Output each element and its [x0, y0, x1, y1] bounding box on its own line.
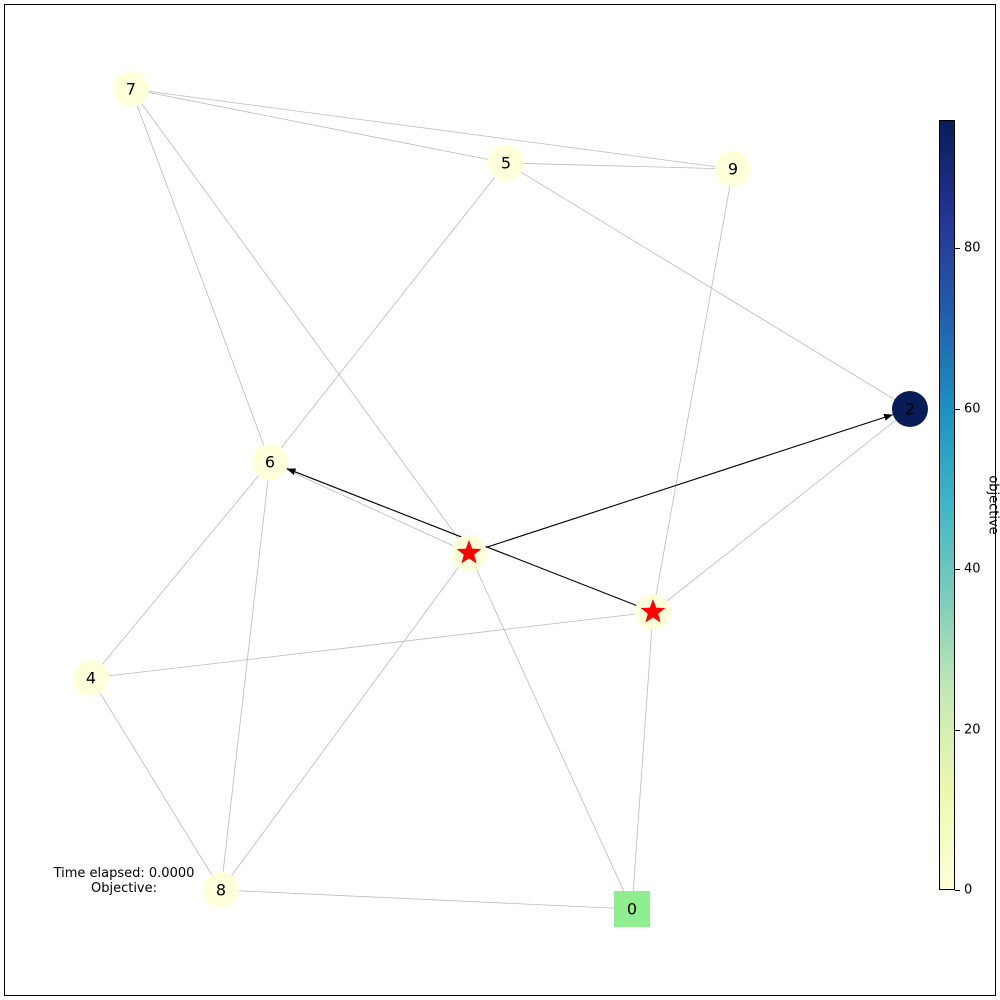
edge-1-8: [220, 552, 470, 891]
time-elapsed-text: Time elapsed: 0.0000: [53, 866, 195, 881]
colorbar-tick: [955, 729, 960, 731]
edge-8-0: [220, 889, 633, 910]
edge-5-9: [505, 162, 734, 170]
node-label: 5: [501, 154, 511, 173]
edge-7-1: [130, 88, 470, 554]
node-7-marker: [113, 71, 149, 107]
node-0: 0: [614, 891, 650, 927]
star-icon: [640, 599, 666, 623]
edge-6-4: [90, 461, 271, 679]
edge-3-2: [652, 408, 911, 613]
edge-7-6: [130, 88, 271, 463]
edges-layer: [90, 88, 911, 910]
edge-5-2: [505, 162, 911, 410]
node-0-marker: [614, 891, 650, 927]
node-8-marker: [203, 872, 239, 908]
edge-6-1: [269, 461, 470, 554]
node-2: 2: [892, 391, 928, 427]
node-label: 9: [728, 160, 738, 179]
edge-1-0: [468, 552, 633, 910]
colorbar: [939, 120, 955, 890]
colorbar-tick-label: 80: [964, 240, 981, 256]
edge-4-8: [90, 677, 222, 891]
path-layer: [286, 413, 894, 613]
edge-3-0: [631, 611, 654, 910]
node-4: 4: [73, 660, 109, 696]
node-5-marker: [488, 145, 524, 181]
node-9: 9: [715, 151, 751, 187]
node-label: 6: [265, 453, 275, 472]
node-8: 8: [203, 872, 239, 908]
node-label: 0: [627, 900, 637, 919]
edge-5-6: [269, 162, 507, 463]
colorbar-tick: [955, 248, 960, 250]
status-text: Time elapsed: 0.0000 Objective:: [48, 866, 200, 896]
colorbar-label: objective: [985, 475, 1000, 535]
edge-9-3: [652, 168, 734, 613]
colorbar-tick-label: 40: [964, 561, 981, 577]
node-6-marker: [252, 444, 288, 480]
node-9-marker: [715, 151, 751, 187]
node-7: 7: [113, 71, 149, 107]
star-icon: [456, 540, 482, 564]
colorbar-tick-label: 0: [964, 882, 973, 898]
edge-6-8: [220, 461, 271, 891]
node-4-marker: [73, 660, 109, 696]
colorbar-tick-label: 20: [964, 722, 981, 738]
colorbar-tick: [955, 408, 960, 410]
colorbar-tick: [955, 890, 960, 891]
node-label: 7: [126, 80, 136, 99]
node-label: 4: [86, 669, 96, 688]
colorbar-tick: [955, 569, 960, 571]
node-2-marker: [892, 391, 928, 427]
node-label: 2: [905, 400, 915, 419]
node-5: 5: [488, 145, 524, 181]
edge-7-5: [130, 88, 507, 164]
colorbar-tick-label: 60: [964, 401, 981, 417]
path-edge-1-2: [468, 413, 894, 554]
node-1: [451, 535, 487, 571]
edge-3-4: [90, 611, 654, 679]
node-label: 8: [216, 881, 226, 900]
plot-frame: [4, 4, 996, 996]
objective-text: Objective:: [90, 881, 158, 896]
edge-7-9: [130, 88, 734, 170]
node-6: 6: [252, 444, 288, 480]
nodes-layer: 0 2 4 5 6 7 8 9: [73, 71, 928, 927]
node-3: [635, 594, 671, 630]
